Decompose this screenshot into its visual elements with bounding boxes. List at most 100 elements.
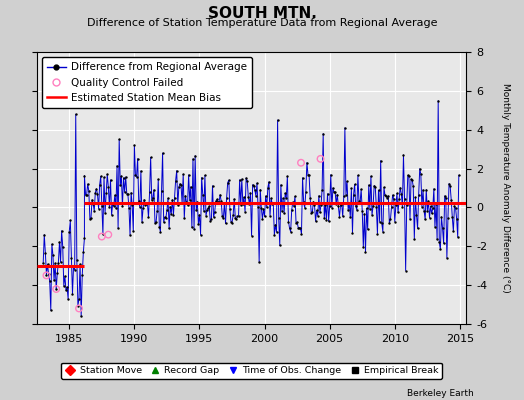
Point bbox=[51, 260, 59, 267]
Point bbox=[213, 196, 221, 203]
Point bbox=[139, 205, 147, 212]
Point bbox=[386, 216, 395, 222]
Point bbox=[236, 201, 245, 208]
Point bbox=[190, 226, 198, 232]
Point bbox=[403, 172, 412, 178]
Point bbox=[201, 172, 209, 178]
Point bbox=[206, 218, 214, 224]
Point bbox=[66, 217, 74, 224]
Point bbox=[185, 197, 194, 203]
Point bbox=[401, 267, 410, 274]
Point bbox=[439, 225, 447, 231]
Point bbox=[97, 233, 106, 240]
Point bbox=[279, 195, 287, 202]
Point bbox=[178, 200, 187, 206]
Point bbox=[441, 193, 449, 199]
Point bbox=[412, 212, 421, 218]
Point bbox=[84, 188, 93, 194]
Point bbox=[396, 184, 405, 191]
Point bbox=[124, 191, 132, 198]
Point bbox=[99, 231, 107, 237]
Point bbox=[102, 190, 111, 196]
Point bbox=[443, 255, 451, 261]
Point bbox=[113, 163, 121, 169]
Point bbox=[277, 182, 285, 188]
Point bbox=[354, 172, 362, 179]
Point bbox=[307, 209, 315, 216]
Point bbox=[55, 239, 63, 245]
Point bbox=[380, 184, 388, 190]
Point bbox=[198, 174, 206, 181]
Point bbox=[57, 259, 65, 265]
Point bbox=[298, 174, 307, 181]
Point bbox=[374, 187, 383, 193]
Point bbox=[107, 212, 116, 218]
Point bbox=[230, 196, 238, 202]
Point bbox=[379, 228, 387, 235]
Point bbox=[91, 190, 100, 196]
Point bbox=[159, 219, 168, 225]
Point bbox=[80, 235, 89, 242]
Point bbox=[240, 194, 248, 200]
Point bbox=[195, 212, 204, 218]
Point bbox=[80, 172, 89, 179]
Point bbox=[58, 228, 66, 234]
Point bbox=[391, 202, 400, 208]
Point bbox=[378, 220, 386, 226]
Point bbox=[95, 182, 104, 188]
Point bbox=[409, 183, 418, 190]
Point bbox=[253, 180, 261, 186]
Point bbox=[196, 232, 205, 238]
Point bbox=[221, 220, 230, 227]
Point bbox=[329, 185, 337, 191]
Point bbox=[440, 240, 448, 246]
Point bbox=[49, 252, 57, 258]
Point bbox=[366, 206, 374, 212]
Point bbox=[83, 181, 92, 187]
Point bbox=[297, 231, 305, 237]
Point bbox=[368, 212, 376, 218]
Point bbox=[42, 272, 51, 279]
Point bbox=[381, 192, 389, 198]
Point bbox=[372, 204, 380, 210]
Point bbox=[191, 152, 199, 159]
Point bbox=[311, 218, 320, 224]
Point bbox=[106, 177, 115, 183]
Point bbox=[123, 190, 131, 197]
Point bbox=[104, 232, 113, 238]
Point bbox=[189, 156, 197, 162]
Point bbox=[362, 248, 370, 255]
Point bbox=[199, 192, 207, 198]
Point bbox=[94, 205, 103, 212]
Point bbox=[274, 117, 282, 123]
Point bbox=[420, 208, 428, 214]
Point bbox=[54, 260, 62, 266]
Point bbox=[75, 305, 83, 312]
Point bbox=[370, 182, 378, 189]
Point bbox=[337, 200, 346, 206]
Point bbox=[101, 210, 110, 216]
Point bbox=[350, 192, 358, 198]
Point bbox=[141, 202, 149, 208]
Point bbox=[183, 202, 192, 208]
Point bbox=[228, 220, 236, 226]
Point bbox=[149, 194, 157, 201]
Point bbox=[234, 213, 243, 220]
Point bbox=[397, 190, 406, 197]
Point bbox=[104, 184, 113, 190]
Point bbox=[192, 207, 200, 213]
Point bbox=[112, 205, 120, 212]
Point bbox=[43, 261, 52, 267]
Point bbox=[202, 212, 210, 219]
Point bbox=[211, 209, 219, 215]
Point bbox=[226, 206, 234, 212]
Point bbox=[331, 189, 340, 195]
Point bbox=[119, 174, 128, 181]
Point bbox=[209, 182, 217, 189]
Point bbox=[437, 214, 445, 220]
Point bbox=[308, 209, 316, 215]
Point bbox=[371, 184, 379, 190]
Point bbox=[301, 204, 309, 211]
Point bbox=[152, 219, 160, 225]
Point bbox=[70, 266, 79, 273]
